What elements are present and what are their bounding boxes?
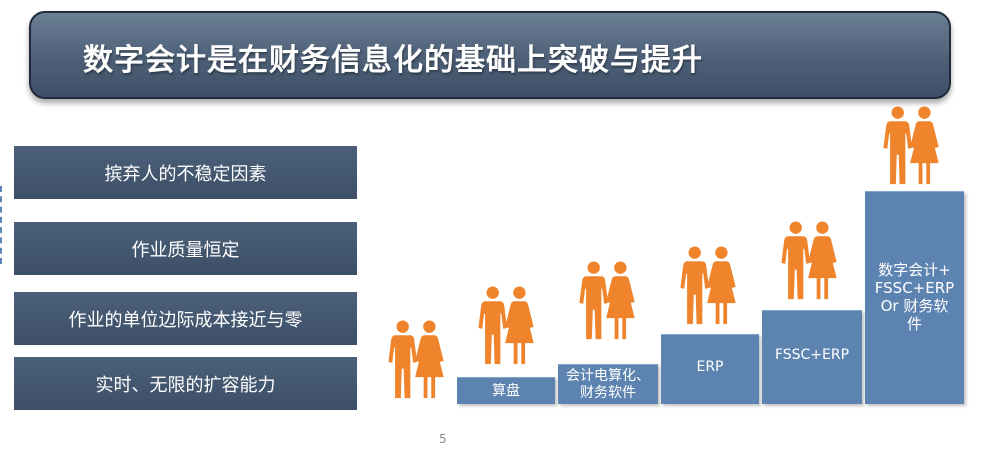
page-number: 5 <box>439 432 447 446</box>
benefit-box-2: 作业质量恒定 <box>14 222 357 275</box>
title-banner: 数字会计是在财务信息化的基础上突破与提升 <box>29 11 951 99</box>
step-abacus: 算盘 <box>457 377 555 404</box>
person-pair-icon <box>880 106 944 186</box>
step-computerized-accounting: 会计电算化、 财务软件 <box>558 364 658 404</box>
left-edge-accent <box>0 186 5 264</box>
person-pair-icon <box>475 286 539 366</box>
benefit-box-3: 作业的单位边际成本接近与零 <box>14 292 357 345</box>
step-fssc-erp: FSSC+ERP <box>762 310 862 404</box>
benefit-box-4: 实时、无限的扩容能力 <box>14 357 357 410</box>
person-pair-icon <box>576 261 640 341</box>
step-digital-accounting: 数字会计+ FSSC+ERP Or 财务软 件 <box>865 191 964 404</box>
person-pair-icon <box>778 221 842 301</box>
slide-title: 数字会计是在财务信息化的基础上突破与提升 <box>83 43 703 78</box>
person-pair-icon <box>677 246 741 326</box>
benefit-box-1: 摈弃人的不稳定因素 <box>14 146 357 199</box>
step-erp: ERP <box>661 334 759 404</box>
person-pair-icon <box>385 320 449 400</box>
